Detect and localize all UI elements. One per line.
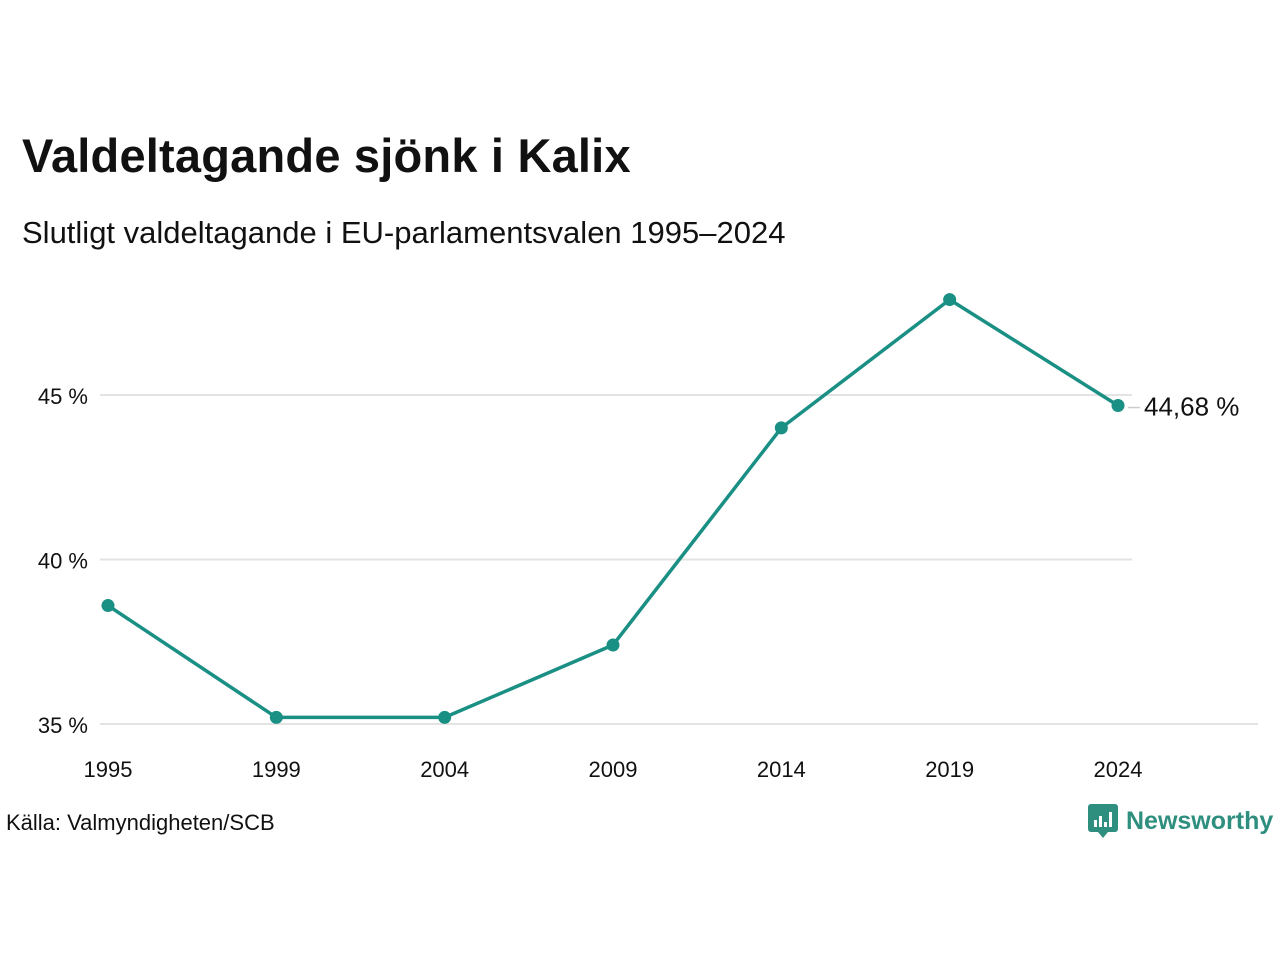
data-point [101,599,115,613]
data-point [943,293,957,307]
end-value-label: 44,68 % [1144,392,1239,422]
y-tick-label: 40 % [38,549,88,574]
series-line [106,297,1120,720]
source-note: Källa: Valmyndigheten/SCB [6,810,275,835]
x-tick-label: 1995 [84,757,133,782]
chart-subtitle: Slutligt valdeltagande i EU-parlamentsva… [22,215,786,250]
data-point [438,710,452,724]
x-tick-label: 2024 [1094,757,1143,782]
chart-title: Valdeltagande sjönk i Kalix [22,129,631,182]
x-tick-label: 2014 [757,757,806,782]
bar-chart-speech-bubble-icon [1088,804,1118,838]
x-tick-label: 2004 [420,757,469,782]
y-tick-label: 45 % [38,384,88,409]
x-tick-label: 2019 [925,757,974,782]
y-tick-label: 35 % [38,713,88,738]
data-point [774,421,788,435]
brand-name: Newsworthy [1126,806,1274,835]
data-point [1111,399,1125,413]
data-point [269,710,283,724]
data-point [606,638,620,652]
x-tick-label: 2009 [589,757,638,782]
brand-logo: Newsworthy [1088,804,1273,838]
x-tick-label: 1999 [252,757,301,782]
